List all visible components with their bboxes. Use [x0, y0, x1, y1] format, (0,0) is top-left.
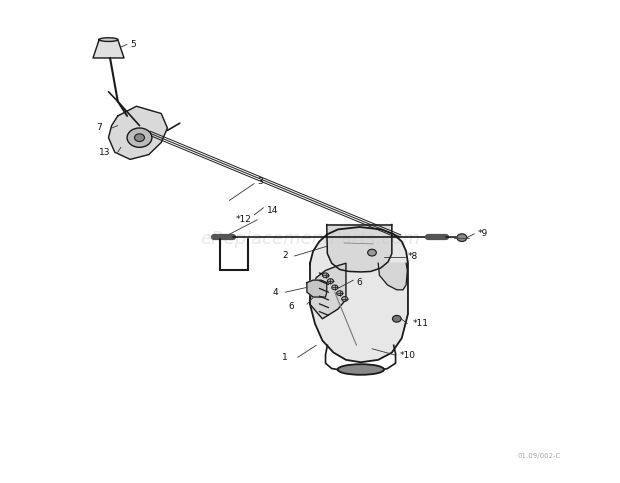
Polygon shape: [108, 106, 167, 159]
Text: 2: 2: [282, 252, 288, 260]
Text: 14: 14: [267, 206, 278, 214]
Text: *12: *12: [236, 215, 252, 224]
Circle shape: [327, 279, 334, 284]
Text: 1: 1: [282, 353, 288, 362]
Polygon shape: [378, 263, 407, 290]
Text: *9: *9: [477, 229, 488, 238]
Circle shape: [392, 315, 401, 322]
Circle shape: [127, 128, 152, 147]
Text: 6: 6: [356, 278, 362, 287]
Text: 3: 3: [257, 177, 263, 185]
Polygon shape: [310, 227, 408, 362]
Polygon shape: [310, 263, 346, 319]
Polygon shape: [307, 280, 327, 297]
Text: *11: *11: [412, 319, 428, 328]
Text: 4: 4: [273, 288, 278, 297]
Polygon shape: [93, 40, 124, 58]
Circle shape: [342, 297, 348, 301]
Ellipse shape: [99, 38, 118, 42]
Circle shape: [457, 234, 467, 242]
Ellipse shape: [337, 364, 384, 375]
Circle shape: [368, 249, 376, 256]
Text: 6: 6: [288, 302, 294, 311]
Text: *10: *10: [400, 351, 416, 359]
Text: eReplacementParts.com: eReplacementParts.com: [200, 230, 420, 248]
Text: 5: 5: [130, 40, 136, 49]
Text: 13: 13: [99, 148, 111, 156]
Polygon shape: [327, 225, 392, 272]
Circle shape: [337, 291, 343, 296]
Text: 7: 7: [96, 124, 102, 132]
Circle shape: [332, 285, 338, 290]
Circle shape: [322, 273, 329, 278]
Text: *8: *8: [408, 253, 419, 261]
Circle shape: [135, 134, 144, 142]
Text: 01.09/002-C: 01.09/002-C: [518, 454, 561, 459]
